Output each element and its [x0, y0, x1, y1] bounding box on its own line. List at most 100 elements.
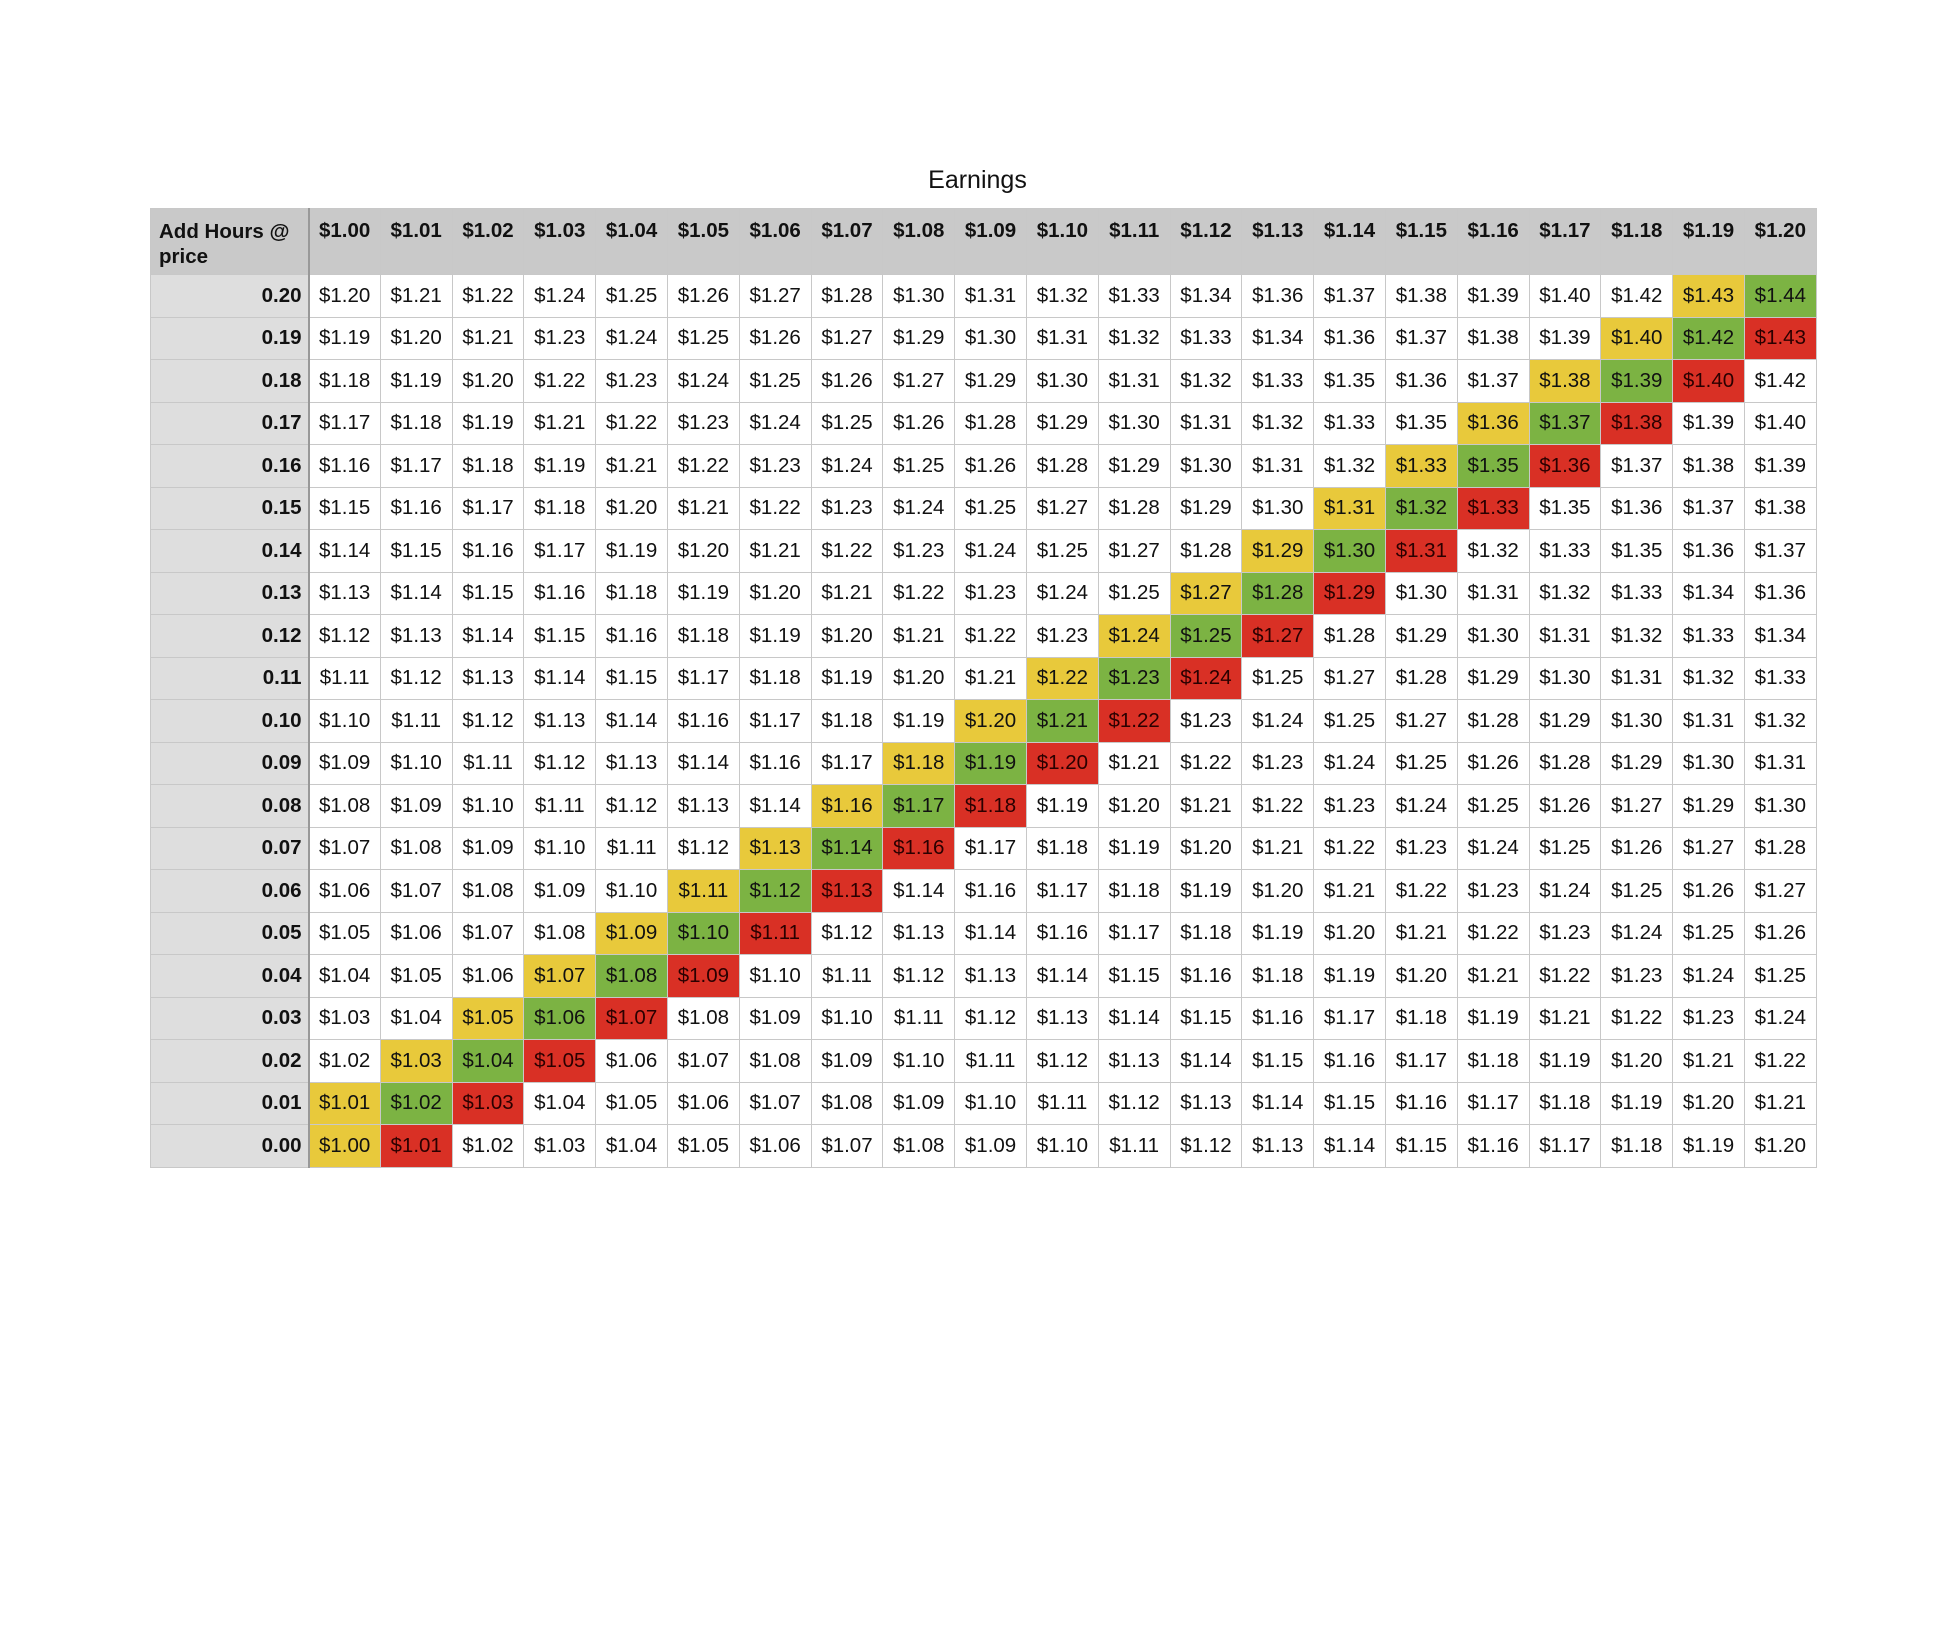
table-cell[interactable]: $1.09	[882, 1081, 956, 1125]
table-cell[interactable]: $1.32	[1097, 316, 1171, 360]
table-cell[interactable]: $1.24	[1456, 826, 1530, 870]
table-cell[interactable]: $1.37	[1384, 316, 1458, 360]
table-cell[interactable]: $1.36	[1456, 401, 1530, 445]
table-cell[interactable]: $1.28	[1025, 444, 1099, 488]
table-cell[interactable]: $1.24	[1672, 954, 1745, 998]
table-cell[interactable]: $1.27	[1743, 869, 1817, 913]
table-cell[interactable]: $1.27	[738, 274, 812, 318]
table-cell[interactable]: $1.18	[1169, 911, 1243, 955]
table-cell[interactable]: $1.21	[1313, 869, 1386, 913]
table-cell[interactable]: $1.31	[1241, 444, 1315, 488]
table-cell[interactable]: $1.33	[1313, 401, 1386, 445]
row-header[interactable]: 0.04	[150, 954, 310, 998]
table-cell[interactable]: $1.14	[308, 529, 381, 573]
table-cell[interactable]: $1.11	[666, 869, 740, 913]
table-cell[interactable]: $1.19	[379, 359, 453, 403]
table-cell[interactable]: $1.24	[1241, 699, 1315, 743]
table-cell[interactable]: $1.09	[308, 741, 381, 785]
table-cell[interactable]: $1.22	[954, 614, 1027, 658]
table-cell[interactable]: $1.12	[379, 656, 453, 700]
table-cell[interactable]: $1.19	[308, 316, 381, 360]
table-cell[interactable]: $1.22	[882, 571, 956, 615]
table-cell[interactable]: $1.18	[1241, 954, 1315, 998]
table-cell[interactable]: $1.24	[1169, 656, 1243, 700]
table-cell[interactable]: $1.27	[1313, 656, 1386, 700]
table-cell[interactable]: $1.32	[1672, 656, 1745, 700]
row-header[interactable]: 0.16	[150, 444, 310, 488]
table-cell[interactable]: $1.02	[451, 1124, 525, 1168]
table-cell[interactable]: $1.12	[954, 996, 1027, 1040]
table-cell[interactable]: $1.13	[1097, 1039, 1171, 1083]
table-cell[interactable]: $1.26	[1743, 911, 1817, 955]
table-cell[interactable]: $1.02	[308, 1039, 381, 1083]
column-header[interactable]: $1.12	[1169, 208, 1243, 275]
table-cell[interactable]: $1.12	[882, 954, 956, 998]
table-cell[interactable]: $1.24	[1743, 996, 1817, 1040]
table-cell[interactable]: $1.23	[1384, 826, 1458, 870]
table-cell[interactable]: $1.12	[738, 869, 812, 913]
table-cell[interactable]: $1.20	[451, 359, 525, 403]
table-cell[interactable]: $1.16	[451, 529, 525, 573]
table-cell[interactable]: $1.33	[1241, 359, 1315, 403]
table-cell[interactable]: $1.23	[954, 571, 1027, 615]
table-cell[interactable]: $1.23	[1528, 911, 1602, 955]
table-cell[interactable]: $1.15	[308, 486, 381, 530]
table-cell[interactable]: $1.17	[1384, 1039, 1458, 1083]
table-cell[interactable]: $1.25	[1672, 911, 1745, 955]
table-cell[interactable]: $1.09	[738, 996, 812, 1040]
table-cell[interactable]: $1.37	[1743, 529, 1817, 573]
column-header[interactable]: $1.19	[1672, 208, 1745, 275]
table-cell[interactable]: $1.15	[595, 656, 668, 700]
table-cell[interactable]: $1.10	[738, 954, 812, 998]
table-cell[interactable]: $1.13	[810, 869, 884, 913]
table-cell[interactable]: $1.18	[451, 444, 525, 488]
table-cell[interactable]: $1.22	[523, 359, 597, 403]
table-cell[interactable]: $1.14	[1313, 1124, 1386, 1168]
table-cell[interactable]: $1.08	[810, 1081, 884, 1125]
table-cell[interactable]: $1.24	[810, 444, 884, 488]
table-cell[interactable]: $1.07	[308, 826, 381, 870]
table-cell[interactable]: $1.15	[523, 614, 597, 658]
table-cell[interactable]: $1.29	[1241, 529, 1315, 573]
table-cell[interactable]: $1.10	[308, 699, 381, 743]
table-cell[interactable]: $1.30	[954, 316, 1027, 360]
table-cell[interactable]: $1.36	[1600, 486, 1674, 530]
table-cell[interactable]: $1.31	[1025, 316, 1099, 360]
table-cell[interactable]: $1.13	[379, 614, 453, 658]
table-cell[interactable]: $1.11	[595, 826, 668, 870]
table-cell[interactable]: $1.25	[1025, 529, 1099, 573]
table-cell[interactable]: $1.20	[1743, 1124, 1817, 1168]
table-cell[interactable]: $1.31	[1097, 359, 1171, 403]
table-cell[interactable]: $1.13	[738, 826, 812, 870]
table-cell[interactable]: $1.10	[595, 869, 668, 913]
table-cell[interactable]: $1.30	[1672, 741, 1745, 785]
table-cell[interactable]: $1.34	[1743, 614, 1817, 658]
table-cell[interactable]: $1.25	[1600, 869, 1674, 913]
table-cell[interactable]: $1.25	[1169, 614, 1243, 658]
table-cell[interactable]: $1.10	[451, 784, 525, 828]
table-cell[interactable]: $1.26	[666, 274, 740, 318]
table-cell[interactable]: $1.07	[379, 869, 453, 913]
table-cell[interactable]: $1.38	[1384, 274, 1458, 318]
table-cell[interactable]: $1.13	[666, 784, 740, 828]
table-cell[interactable]: $1.21	[523, 401, 597, 445]
table-cell[interactable]: $1.14	[1241, 1081, 1315, 1125]
table-cell[interactable]: $1.30	[1025, 359, 1099, 403]
table-cell[interactable]: $1.34	[1672, 571, 1745, 615]
table-cell[interactable]: $1.11	[379, 699, 453, 743]
table-cell[interactable]: $1.03	[523, 1124, 597, 1168]
table-cell[interactable]: $1.16	[882, 826, 956, 870]
table-cell[interactable]: $1.29	[1600, 741, 1674, 785]
table-cell[interactable]: $1.31	[954, 274, 1027, 318]
table-cell[interactable]: $1.22	[1169, 741, 1243, 785]
table-cell[interactable]: $1.21	[954, 656, 1027, 700]
table-cell[interactable]: $1.08	[379, 826, 453, 870]
table-cell[interactable]: $1.23	[738, 444, 812, 488]
table-cell[interactable]: $1.33	[1528, 529, 1602, 573]
table-cell[interactable]: $1.39	[1600, 359, 1674, 403]
row-header[interactable]: 0.19	[150, 316, 310, 360]
table-cell[interactable]: $1.27	[1241, 614, 1315, 658]
table-cell[interactable]: $1.23	[1313, 784, 1386, 828]
table-cell[interactable]: $1.18	[1097, 869, 1171, 913]
table-cell[interactable]: $1.22	[810, 529, 884, 573]
